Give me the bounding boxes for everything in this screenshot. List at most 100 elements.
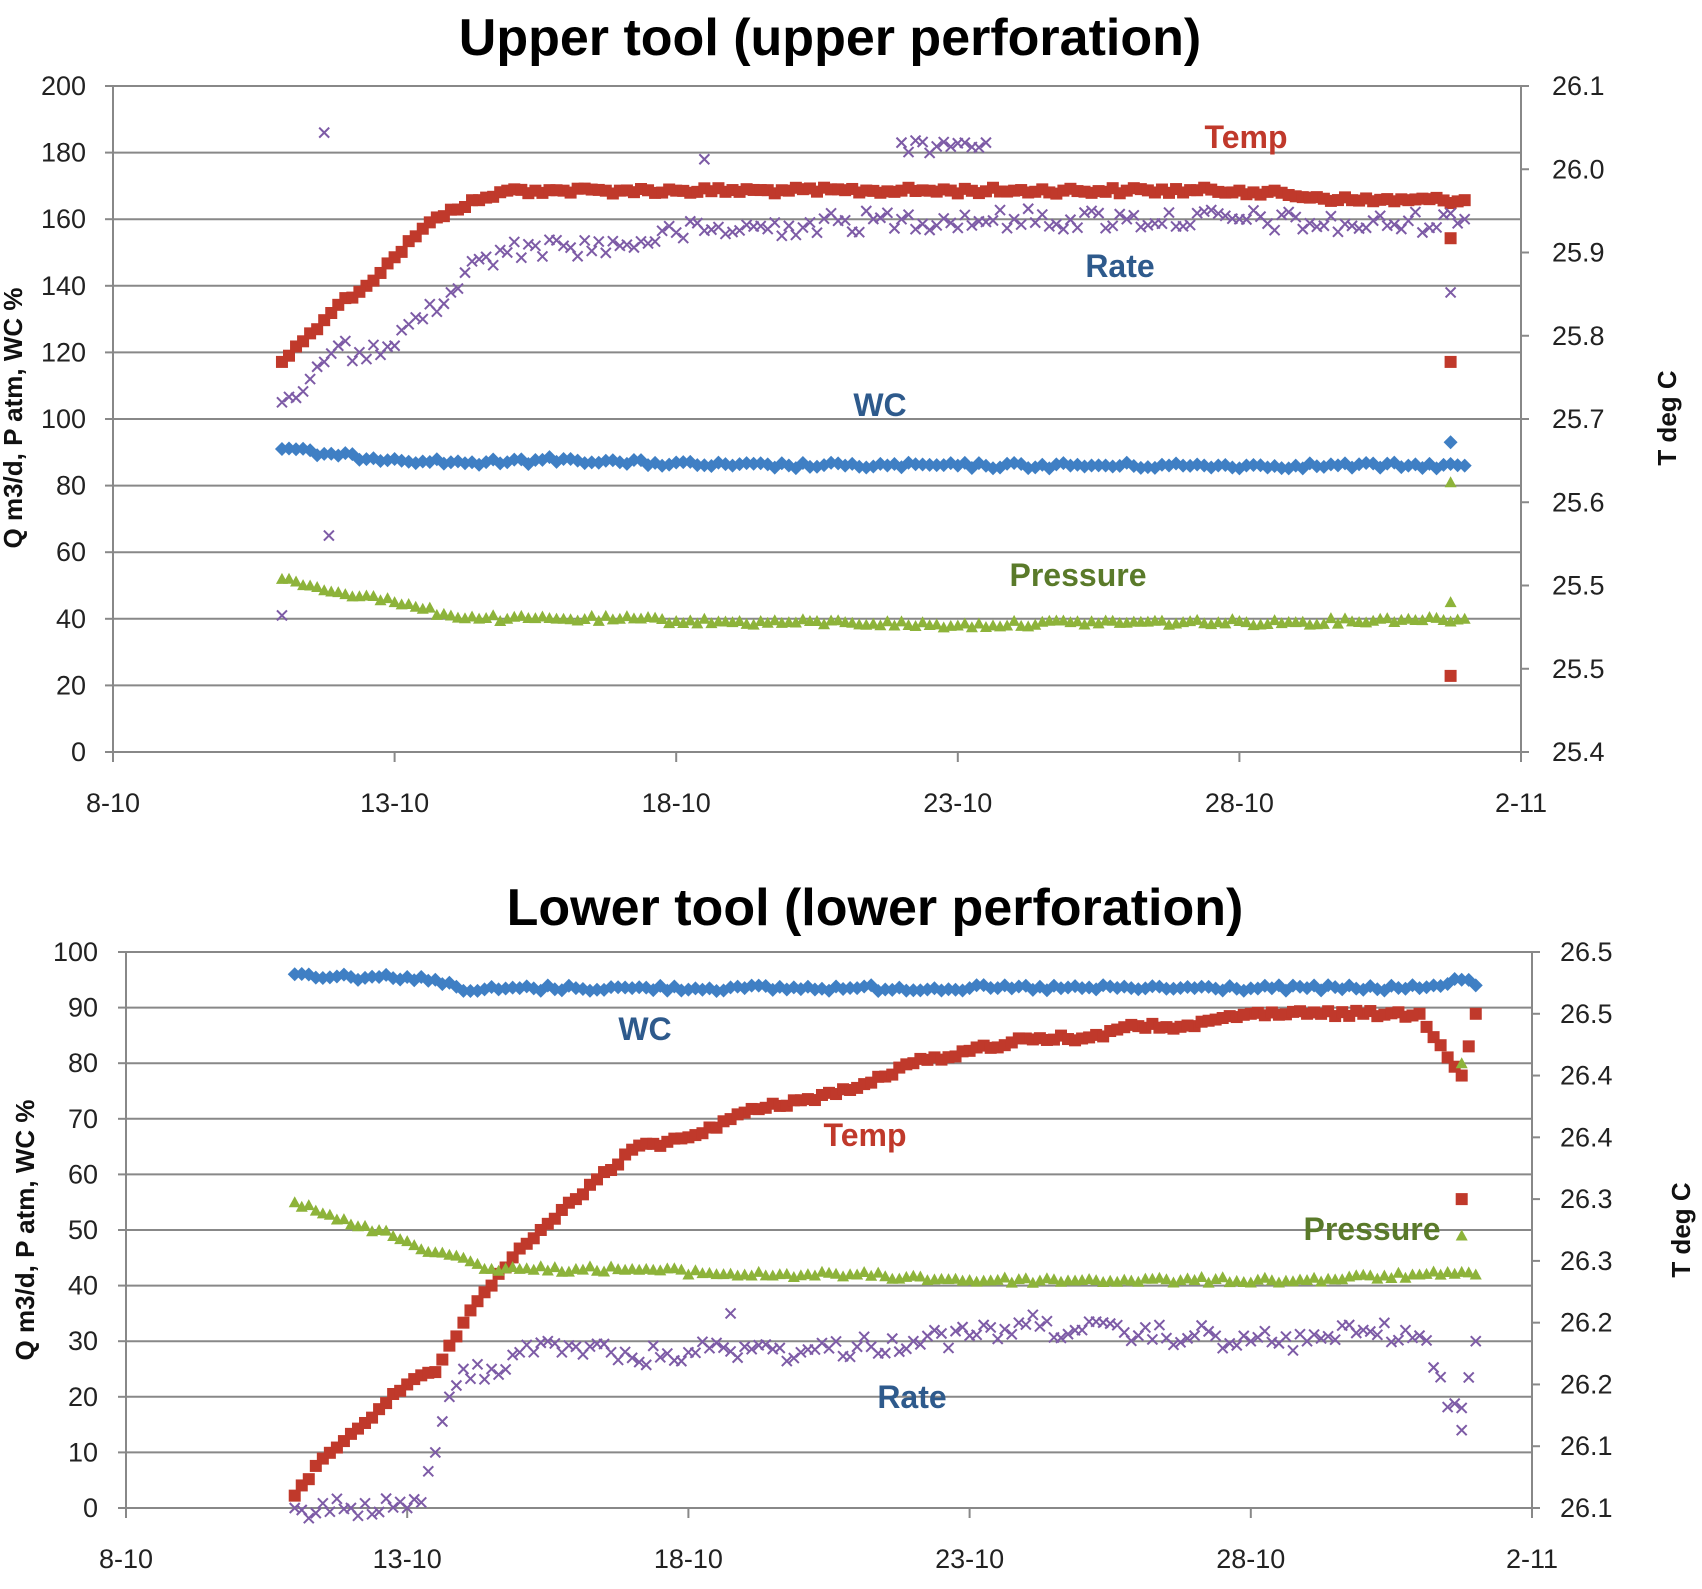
lower-label-temp: Temp [824, 1117, 907, 1153]
pressure-point [1331, 617, 1344, 629]
rate-point [1304, 217, 1316, 230]
pressure-point [388, 596, 401, 608]
temp-point [436, 1353, 449, 1366]
pressure-point [1381, 612, 1394, 624]
pressure-point [620, 610, 633, 622]
pressure-point [598, 1265, 611, 1277]
rate-point [394, 1496, 406, 1508]
pressure-point [487, 609, 500, 621]
pressure-point [703, 1266, 716, 1278]
y-tick-label: 50 [68, 1215, 98, 1245]
wc-point [436, 456, 451, 471]
rate-point [1057, 223, 1070, 235]
temp-point [1160, 1021, 1173, 1034]
rate-point [1409, 206, 1422, 218]
temp-point [1434, 1039, 1447, 1052]
rate-point [1463, 1371, 1475, 1384]
rate-point [966, 219, 978, 232]
pressure-point [902, 618, 915, 630]
rate-point [436, 1415, 449, 1428]
rate-point [684, 215, 696, 228]
temp-point [380, 1397, 393, 1410]
temp-point [1012, 1032, 1025, 1045]
pressure-point [865, 1269, 878, 1281]
wc-point [626, 453, 641, 468]
pressure-point [1160, 1273, 1173, 1285]
pressure-point [534, 1260, 547, 1272]
pressure-point [682, 1268, 695, 1280]
rate-point [1245, 1335, 1257, 1347]
rate-point [769, 216, 781, 229]
temp-point [1395, 193, 1408, 206]
pressure-point [1268, 614, 1281, 626]
rate-point [1282, 206, 1295, 218]
temp-point [1153, 1021, 1166, 1034]
rate-point [923, 224, 936, 236]
pressure-point [1240, 616, 1253, 628]
pressure-point [1230, 1274, 1243, 1286]
pressure-point [1219, 617, 1232, 629]
rate-point [1458, 213, 1471, 225]
rate-point [733, 224, 746, 237]
rate-point [1416, 226, 1429, 239]
temp-point [1444, 669, 1457, 682]
rate-point [1167, 1339, 1180, 1351]
temp-point [1455, 1193, 1468, 1206]
rate-point [450, 1379, 463, 1392]
rate-point [888, 222, 901, 235]
pressure-point [1019, 1272, 1032, 1284]
rate-point [492, 1368, 505, 1381]
rate-point [1114, 208, 1126, 220]
y-tick-label: 140 [41, 271, 86, 301]
rate-point [415, 1496, 427, 1509]
y-tick-label: 100 [41, 404, 86, 434]
x-tick-label: 2-11 [1506, 1544, 1558, 1574]
rate-point [1441, 1401, 1454, 1413]
rate-point [323, 529, 335, 542]
pressure-point [747, 618, 760, 630]
rate-point [745, 1343, 758, 1355]
pressure-point [1226, 613, 1239, 625]
rate-point [851, 1341, 863, 1353]
rate-point [781, 1355, 793, 1367]
temp-point [1216, 1012, 1229, 1025]
rate-point [1430, 221, 1443, 234]
pressure-point [471, 1257, 484, 1269]
temp-point [437, 210, 450, 223]
pressure-point [1212, 616, 1225, 628]
rate-point [1041, 1315, 1053, 1327]
rate-point [724, 1307, 737, 1320]
rate-point [508, 236, 520, 248]
rate-point [935, 1327, 948, 1340]
temp-point [1444, 355, 1457, 368]
rate-point [387, 1501, 399, 1514]
pressure-point [297, 579, 310, 591]
temp-point [1339, 191, 1351, 204]
pressure-point [290, 575, 303, 587]
temp-point [1209, 1013, 1222, 1026]
wc-point [831, 456, 846, 471]
rate-point [984, 1321, 997, 1334]
rate-point [1055, 1332, 1067, 1344]
rate-point [776, 230, 788, 242]
rate-point [698, 153, 711, 165]
pressure-point [895, 615, 908, 627]
pressure-point [846, 616, 859, 628]
pressure-point [619, 1263, 632, 1275]
rate-point [1294, 1328, 1306, 1340]
temp-point [443, 1339, 456, 1352]
pressure-point [1406, 1268, 1419, 1280]
rate-point [874, 212, 887, 224]
rate-point [853, 226, 865, 238]
pressure-point [316, 1207, 329, 1219]
rate-point [956, 1321, 969, 1333]
temp-point [422, 1366, 435, 1379]
pressure-point [436, 1246, 449, 1258]
upper-label-rate: Rate [1085, 248, 1154, 284]
temp-point [466, 194, 479, 207]
pressure-point [464, 1255, 477, 1267]
temp-point [888, 185, 901, 198]
rate-point [1374, 210, 1386, 222]
y-tick-label: 60 [68, 1159, 98, 1189]
rate-point [1470, 1335, 1482, 1347]
